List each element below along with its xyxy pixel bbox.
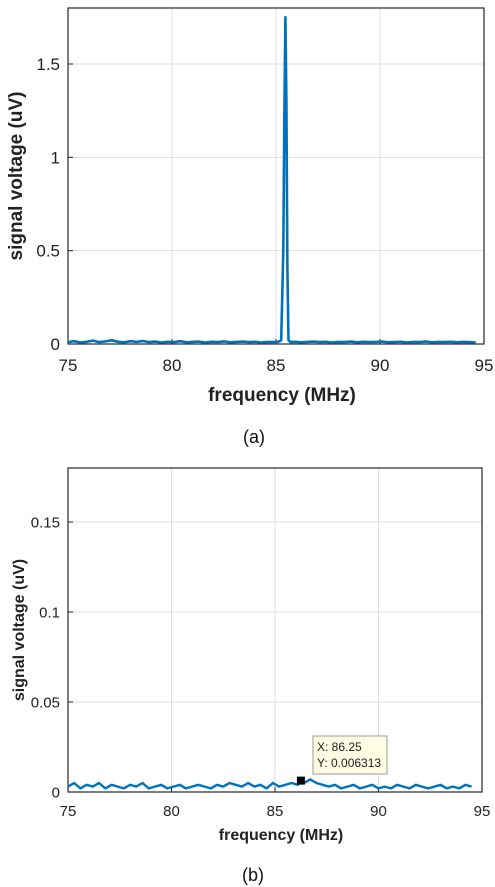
x-tick-label-b: 75 — [60, 803, 77, 820]
y-tick-label-a: 0 — [51, 335, 60, 354]
x-tick-label-b: 95 — [474, 803, 491, 820]
x-tick-label-a: 80 — [163, 356, 182, 375]
series-line-b — [67, 778, 472, 790]
x-axis-label-a: frequency (MHz) — [208, 385, 356, 406]
y-tick-label-b: 0.1 — [39, 604, 60, 621]
datatip-marker[interactable] — [296, 776, 305, 785]
x-tick-label-a: 75 — [59, 356, 78, 375]
series-line-a — [67, 15, 476, 344]
datatip-y-text: Y: 0.006313 — [317, 756, 381, 770]
chart-panel-a: 75 80 85 90 95 0 0.5 1 1.5 frequency (MHz) signal … — [6, 7, 494, 447]
y-tick-label-b: 0.15 — [31, 514, 60, 531]
y-axis-label-b: signal voltage (uV) — [11, 559, 28, 701]
x-axis-label-b: frequency (MHz) — [219, 827, 343, 844]
x-tick-label-b: 90 — [370, 803, 387, 820]
y-tick-label-b: 0 — [52, 784, 60, 801]
x-tick-label-a: 85 — [267, 356, 286, 375]
datatip-box[interactable] — [312, 735, 388, 775]
y-tick-label-b: 0.05 — [31, 694, 60, 711]
chart-panel-b: 75 80 85 90 95 0 0.05 0.1 0.15 frequency (MHz) sig… — [11, 467, 491, 885]
y-tick-label-a: 0.5 — [36, 242, 60, 261]
datatip-x-text: X: 86.25 — [317, 740, 362, 754]
panel-caption-a: (a) — [243, 427, 265, 447]
y-tick-label-a: 1 — [51, 148, 60, 167]
x-tick-label-a: 90 — [371, 356, 390, 375]
x-tick-label-a: 95 — [475, 356, 494, 375]
panel-caption-b: (b) — [242, 865, 264, 885]
y-axis-label-a: signal voltage (uV) — [6, 92, 27, 261]
x-tick-label-b: 80 — [163, 803, 180, 820]
y-tick-label-a: 1.5 — [36, 55, 60, 74]
x-tick-label-b: 85 — [267, 803, 284, 820]
